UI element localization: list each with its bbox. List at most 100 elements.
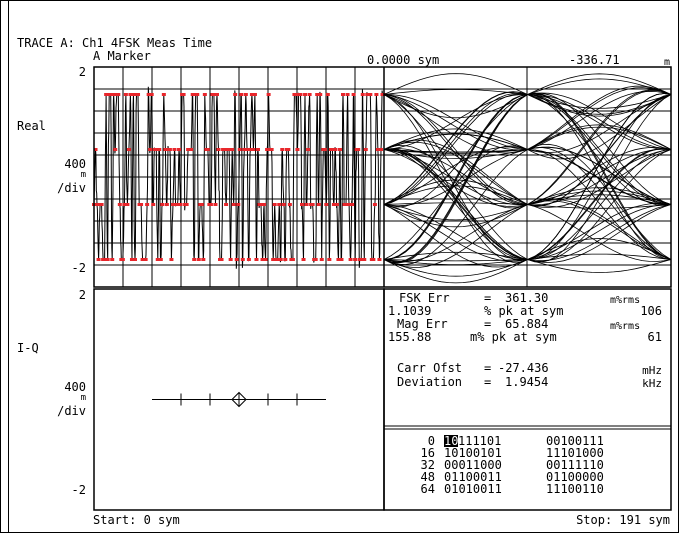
symbol-point (214, 93, 219, 96)
symbol-point (122, 203, 127, 206)
upper-scale-div: /div (57, 181, 86, 195)
mag-err-value: 65.884 (505, 317, 549, 331)
eye-trace-line (383, 148, 672, 262)
symbol-point (195, 93, 200, 96)
symbol-point (307, 93, 312, 96)
mag-err-pk-sym: 61 (647, 330, 662, 344)
symbol-point (184, 203, 189, 206)
symbol-point (283, 258, 288, 261)
symbol-point (102, 258, 107, 261)
symbol-point (300, 203, 305, 206)
marker-label: A Marker (93, 49, 151, 63)
symbol-point (178, 203, 183, 206)
symbol-point (363, 148, 368, 151)
start-readout: Start: 0 sym (93, 513, 180, 527)
panel-borders (93, 66, 672, 511)
symbol-point (345, 93, 350, 96)
symbol-point (243, 93, 248, 96)
symbol-point (339, 258, 344, 261)
symbol-row-index: 32 (420, 458, 435, 472)
mag-err-pk-value: 155.88 (388, 330, 432, 344)
symbol-point (227, 148, 232, 151)
symbol-point (301, 258, 306, 261)
upper-top-tick: 2 (78, 65, 86, 79)
symbol-row-group2: 11100110 (546, 482, 604, 496)
lower-bottom-tick: -2 (71, 483, 86, 497)
symbol-point (151, 203, 156, 206)
upper-scale-value: 400 (64, 157, 86, 171)
symbol-point (236, 203, 241, 206)
symbol-point (233, 93, 238, 96)
symbol-point (254, 258, 259, 261)
symbol-point (196, 258, 201, 261)
symbol-point (190, 93, 195, 96)
symbol-point (181, 93, 186, 96)
symbol-point (222, 148, 227, 151)
symbol-point (108, 93, 113, 96)
fsk-err-unit: m%rms (610, 295, 641, 306)
symbol-cursor-highlight[interactable]: 10 (444, 434, 459, 448)
time-domain-grid (94, 66, 384, 288)
symbol-point (318, 93, 323, 96)
symbol-point (105, 258, 110, 261)
symbol-point (330, 148, 335, 151)
symbol-row-group1: 111101 (458, 434, 502, 448)
lower-scale-value: 400 (64, 380, 86, 394)
symbol-point (271, 258, 276, 261)
symbol-point (331, 203, 336, 206)
symbol-point (334, 203, 339, 206)
symbol-point (260, 258, 265, 261)
symbol-point (123, 93, 128, 96)
eye-trace-line (383, 148, 672, 262)
symbol-point (213, 203, 218, 206)
symbol-row-group1: 10100101 (444, 446, 502, 460)
symbol-point (351, 93, 356, 96)
symbol-point (113, 148, 118, 151)
symbol-point (287, 203, 292, 206)
symbol-point (99, 203, 104, 206)
fsk-err-label: FSK Err (399, 291, 450, 305)
symbol-point (324, 203, 329, 206)
carr-ofst-value: -27.436 (498, 361, 549, 375)
symbol-point (175, 203, 180, 206)
symbol-point (272, 203, 277, 206)
upper-bottom-tick: -2 (71, 261, 86, 275)
symbol-point (319, 258, 324, 261)
mag-err-unit: m%rms (610, 321, 641, 332)
symbol-point (167, 148, 172, 151)
fsk-err-eq: = (484, 291, 492, 305)
symbol-row-group2: 00100111 (546, 434, 604, 448)
symbol-point (234, 258, 239, 261)
symbol-point (201, 258, 206, 261)
symbol-point (278, 258, 283, 261)
deviation-eq: = (484, 375, 492, 389)
symbol-point (228, 258, 233, 261)
symbol-point (269, 148, 274, 151)
symbol-point (93, 148, 98, 151)
mag-err-label: Mag Err (397, 317, 448, 331)
symbol-point (161, 93, 166, 96)
deviation-value: 1.9454 (505, 375, 549, 389)
iq-marker-diamond (231, 391, 247, 408)
symbol-point (149, 93, 154, 96)
symbol-point (189, 148, 194, 151)
symbol-point (231, 203, 236, 206)
symbol-point (160, 203, 165, 206)
upper-panel-border (93, 66, 672, 288)
mag-err-pk-unit: m% pk at sym (470, 330, 557, 344)
symbol-point (255, 148, 260, 151)
symbol-point (237, 148, 242, 151)
symbol-point (240, 258, 245, 261)
carr-ofst-label: Carr Ofst (397, 361, 463, 375)
symbol-point (362, 258, 367, 261)
symbol-point (275, 258, 280, 261)
symbol-point (259, 203, 264, 206)
results-panel-border (383, 288, 672, 511)
symbol-point (143, 258, 148, 261)
symbol-point (219, 258, 224, 261)
marker-y-unit: m (664, 57, 671, 68)
symbol-point (350, 203, 355, 206)
symbol-point (310, 203, 315, 206)
symbol-row-group2: 00111110 (546, 458, 604, 472)
symbol-markers (92, 93, 386, 261)
